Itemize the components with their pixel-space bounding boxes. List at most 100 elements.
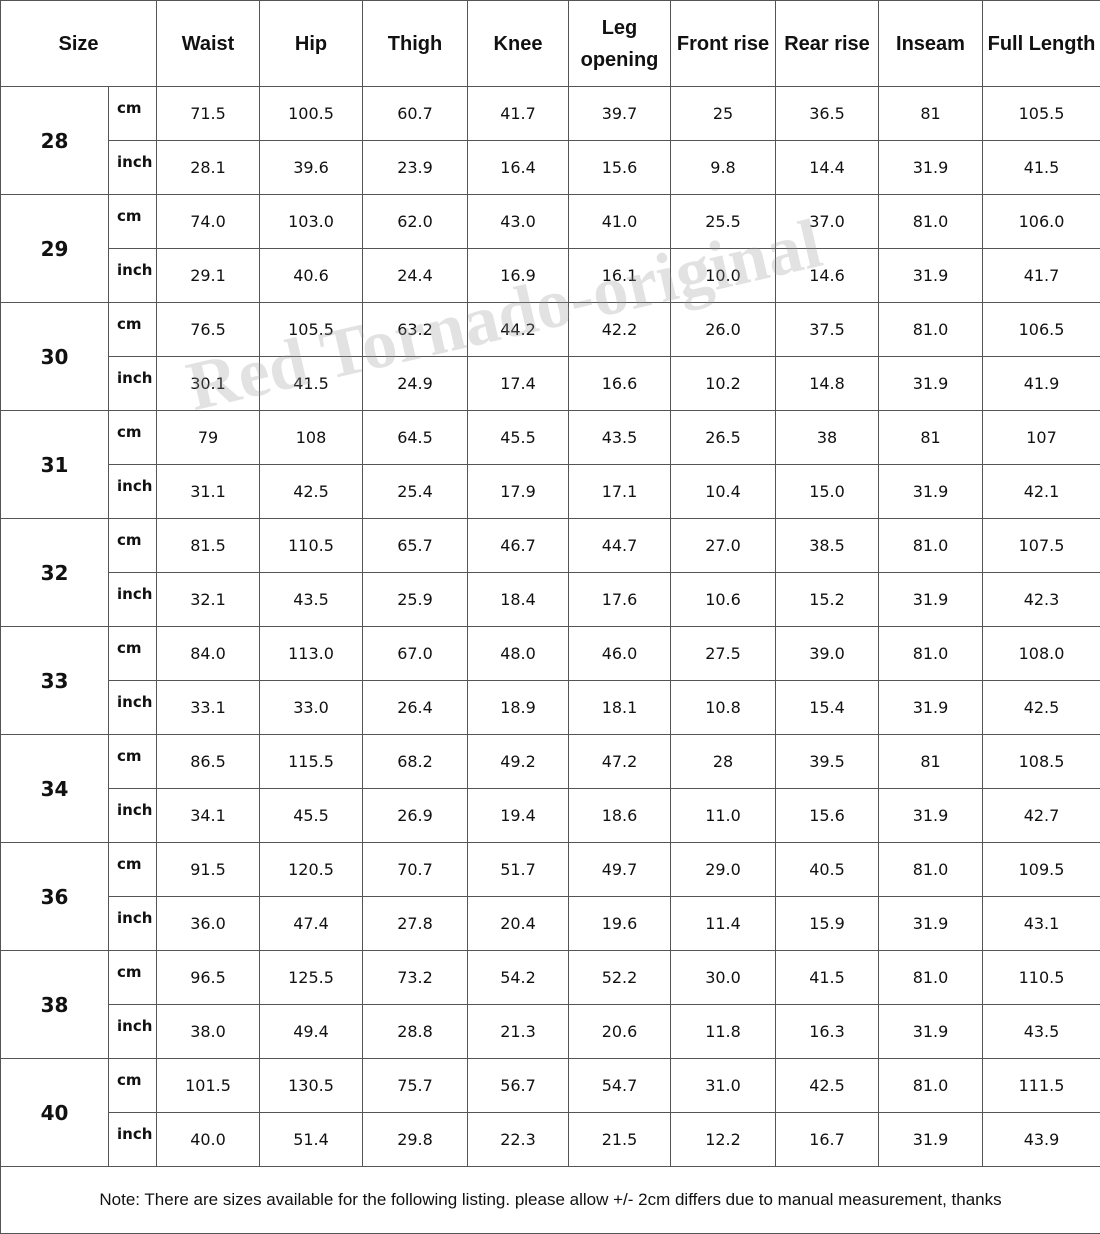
table-cell: 48.0 (468, 627, 569, 681)
table-cell: 81.0 (879, 951, 983, 1005)
size-label: 36 (1, 843, 109, 951)
table-cell: 26.9 (363, 789, 468, 843)
unit-label: cm (109, 951, 157, 1005)
table-cell: 86.5 (157, 735, 260, 789)
table-cell: 107.5 (983, 519, 1100, 573)
table-cell: 16.3 (776, 1005, 879, 1059)
table-cell: 11.0 (671, 789, 776, 843)
size-label: 40 (1, 1059, 109, 1167)
table-cell: 21.3 (468, 1005, 569, 1059)
table-cell: 38.5 (776, 519, 879, 573)
table-cell: 15.2 (776, 573, 879, 627)
table-cell: 25.9 (363, 573, 468, 627)
table-cell: 40.0 (157, 1113, 260, 1167)
table-cell: 39.0 (776, 627, 879, 681)
unit-label: inch (109, 357, 157, 411)
table-cell: 100.5 (260, 87, 363, 141)
table-cell: 14.8 (776, 357, 879, 411)
unit-label: inch (109, 897, 157, 951)
table-cell: 39.5 (776, 735, 879, 789)
unit-label: inch (109, 141, 157, 195)
table-cell: 96.5 (157, 951, 260, 1005)
table-cell: 42.5 (260, 465, 363, 519)
table-cell: 74.0 (157, 195, 260, 249)
table-cell: 108.5 (983, 735, 1100, 789)
column-header-rear-rise: Rear rise (776, 1, 879, 87)
table-cell: 28 (671, 735, 776, 789)
unit-label: cm (109, 1059, 157, 1113)
table-cell: 31.9 (879, 141, 983, 195)
column-header-hip: Hip (260, 1, 363, 87)
table-cell: 103.0 (260, 195, 363, 249)
table-cell: 10.4 (671, 465, 776, 519)
table-cell: 46.0 (569, 627, 671, 681)
table-cell: 10.0 (671, 249, 776, 303)
table-cell: 24.9 (363, 357, 468, 411)
table-cell: 18.9 (468, 681, 569, 735)
unit-label: inch (109, 1113, 157, 1167)
size-label: 31 (1, 411, 109, 519)
column-header-leg-opening: Leg opening (569, 1, 671, 87)
unit-label: inch (109, 1005, 157, 1059)
table-cell: 110.5 (260, 519, 363, 573)
table-cell: 49.4 (260, 1005, 363, 1059)
unit-label: inch (109, 465, 157, 519)
table-cell: 37.0 (776, 195, 879, 249)
table-cell: 31.0 (671, 1059, 776, 1113)
table-cell: 19.6 (569, 897, 671, 951)
table-cell: 68.2 (363, 735, 468, 789)
table-cell: 71.5 (157, 87, 260, 141)
table-cell: 10.6 (671, 573, 776, 627)
table-cell: 54.2 (468, 951, 569, 1005)
table-cell: 84.0 (157, 627, 260, 681)
table-cell: 70.7 (363, 843, 468, 897)
table-cell: 25.5 (671, 195, 776, 249)
table-cell: 29.1 (157, 249, 260, 303)
table-cell: 43.5 (569, 411, 671, 465)
table-cell: 44.7 (569, 519, 671, 573)
table-cell: 21.5 (569, 1113, 671, 1167)
table-cell: 39.6 (260, 141, 363, 195)
unit-label: inch (109, 249, 157, 303)
table-cell: 30.0 (671, 951, 776, 1005)
table-cell: 31.9 (879, 1005, 983, 1059)
table-cell: 41.5 (983, 141, 1100, 195)
table-cell: 23.9 (363, 141, 468, 195)
table-cell: 16.4 (468, 141, 569, 195)
table-cell: 36.5 (776, 87, 879, 141)
table-cell: 42.5 (776, 1059, 879, 1113)
table-cell: 43.9 (983, 1113, 1100, 1167)
table-cell: 75.7 (363, 1059, 468, 1113)
table-cell: 16.1 (569, 249, 671, 303)
table-cell: 81.0 (879, 303, 983, 357)
column-header-front-rise: Front rise (671, 1, 776, 87)
table-cell: 81.0 (879, 1059, 983, 1113)
table-cell: 101.5 (157, 1059, 260, 1113)
table-cell: 62.0 (363, 195, 468, 249)
table-cell: 20.6 (569, 1005, 671, 1059)
table-cell: 15.0 (776, 465, 879, 519)
table-cell: 51.4 (260, 1113, 363, 1167)
table-cell: 30.1 (157, 357, 260, 411)
table-cell: 11.8 (671, 1005, 776, 1059)
table-cell: 20.4 (468, 897, 569, 951)
table-cell: 81 (879, 735, 983, 789)
column-header-waist: Waist (157, 1, 260, 87)
table-cell: 10.8 (671, 681, 776, 735)
table-cell: 25 (671, 87, 776, 141)
size-label: 33 (1, 627, 109, 735)
table-cell: 34.1 (157, 789, 260, 843)
table-cell: 81.0 (879, 627, 983, 681)
table-cell: 24.4 (363, 249, 468, 303)
table-cell: 52.2 (569, 951, 671, 1005)
table-cell: 15.9 (776, 897, 879, 951)
